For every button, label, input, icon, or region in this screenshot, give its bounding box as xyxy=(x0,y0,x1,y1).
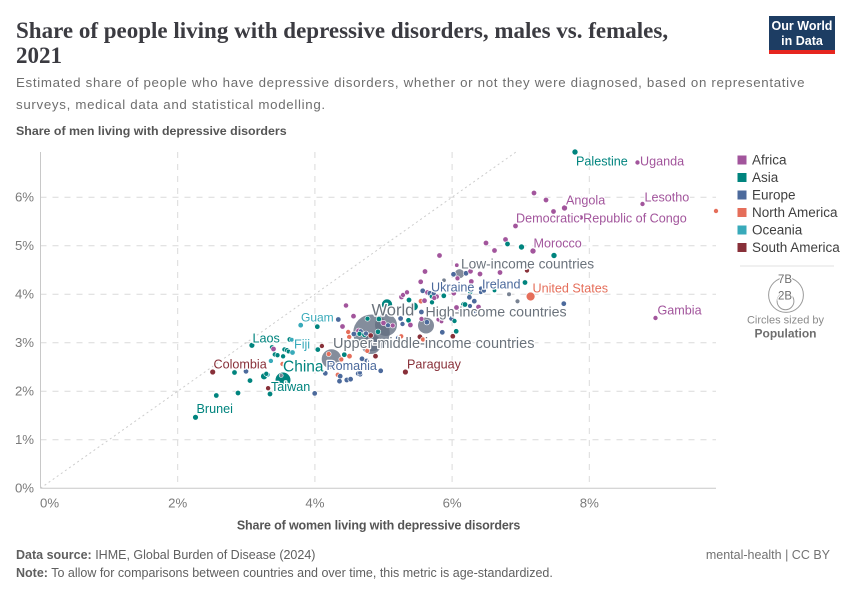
svg-text:Oceania: Oceania xyxy=(752,223,803,238)
svg-text:Palestine: Palestine xyxy=(576,155,628,169)
svg-text:2B: 2B xyxy=(778,291,792,303)
svg-text:Romania: Romania xyxy=(327,359,377,373)
svg-text:8%: 8% xyxy=(580,496,599,511)
svg-text:Europe: Europe xyxy=(752,188,796,203)
svg-text:Guam: Guam xyxy=(301,311,334,325)
svg-text:Ireland: Ireland xyxy=(482,278,521,292)
svg-text:4%: 4% xyxy=(305,496,324,511)
svg-text:2%: 2% xyxy=(15,384,34,399)
svg-text:World: World xyxy=(372,302,415,320)
svg-text:3%: 3% xyxy=(15,335,34,350)
svg-text:Laos: Laos xyxy=(253,332,280,346)
svg-text:North America: North America xyxy=(752,205,838,220)
svg-text:Circles sized by: Circles sized by xyxy=(747,315,825,327)
svg-text:5%: 5% xyxy=(15,238,34,253)
svg-text:1%: 1% xyxy=(15,432,34,447)
svg-text:6%: 6% xyxy=(443,496,462,511)
svg-text:Ukraine: Ukraine xyxy=(431,281,474,295)
svg-text:Uganda: Uganda xyxy=(640,155,684,169)
svg-text:4%: 4% xyxy=(15,287,34,302)
svg-text:South America: South America xyxy=(752,240,840,255)
svg-text:Angola: Angola xyxy=(566,194,605,208)
svg-text:Lesotho: Lesotho xyxy=(645,191,690,205)
svg-text:China: China xyxy=(283,359,324,376)
svg-text:Colombia: Colombia xyxy=(214,358,267,372)
svg-text:Africa: Africa xyxy=(752,153,787,168)
svg-text:Fiji: Fiji xyxy=(294,338,310,352)
svg-text:Gambia: Gambia xyxy=(658,304,702,318)
svg-text:Taiwan: Taiwan xyxy=(271,380,310,394)
svg-text:Population: Population xyxy=(755,327,817,341)
svg-text:Asia: Asia xyxy=(752,170,779,185)
svg-text:0%: 0% xyxy=(40,496,59,511)
svg-text:Share of women living with dep: Share of women living with depressive di… xyxy=(237,519,521,533)
svg-text:0%: 0% xyxy=(15,481,34,496)
svg-text:7B: 7B xyxy=(778,274,792,286)
svg-text:2%: 2% xyxy=(168,496,187,511)
svg-text:Upper-middle-income countries: Upper-middle-income countries xyxy=(333,336,534,352)
svg-text:United States: United States xyxy=(533,282,609,296)
svg-text:High-income countries: High-income countries xyxy=(426,305,567,321)
svg-text:Democratic Republic of Congo: Democratic Republic of Congo xyxy=(516,212,687,226)
svg-text:6%: 6% xyxy=(15,190,34,205)
svg-text:Paraguay: Paraguay xyxy=(407,358,462,372)
svg-text:Morocco: Morocco xyxy=(534,237,582,251)
svg-text:Brunei: Brunei xyxy=(197,402,233,416)
svg-text:Low-income countries: Low-income countries xyxy=(461,256,594,271)
